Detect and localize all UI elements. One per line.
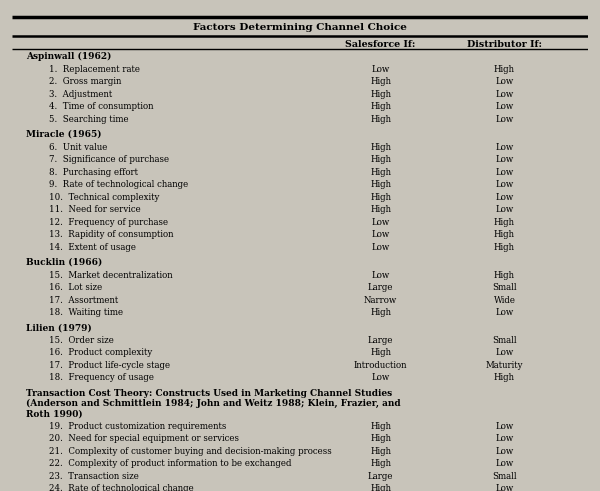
Text: 4.  Time of consumption: 4. Time of consumption bbox=[49, 102, 154, 111]
Text: Low: Low bbox=[496, 142, 514, 152]
Text: Miracle (1965): Miracle (1965) bbox=[26, 130, 102, 139]
Text: (Anderson and Schmittlein 1984; John and Weitz 1988; Klein, Frazier, and: (Anderson and Schmittlein 1984; John and… bbox=[26, 399, 401, 408]
Text: Low: Low bbox=[496, 180, 514, 189]
Text: Factors Determining Channel Choice: Factors Determining Channel Choice bbox=[193, 23, 407, 32]
Text: Low: Low bbox=[496, 155, 514, 164]
Text: 11.  Need for service: 11. Need for service bbox=[49, 205, 141, 214]
Text: Narrow: Narrow bbox=[364, 296, 397, 304]
Text: High: High bbox=[370, 459, 391, 468]
Text: Bucklin (1966): Bucklin (1966) bbox=[26, 258, 103, 267]
Text: 13.  Rapidity of consumption: 13. Rapidity of consumption bbox=[49, 230, 174, 239]
Text: Low: Low bbox=[496, 447, 514, 456]
Text: High: High bbox=[370, 89, 391, 99]
Text: Wide: Wide bbox=[493, 296, 515, 304]
Text: Large: Large bbox=[368, 283, 394, 292]
Text: 18.  Frequency of usage: 18. Frequency of usage bbox=[49, 374, 154, 382]
Text: 14.  Extent of usage: 14. Extent of usage bbox=[49, 243, 136, 251]
Text: High: High bbox=[370, 180, 391, 189]
Text: High: High bbox=[494, 374, 515, 382]
Text: 2.  Gross margin: 2. Gross margin bbox=[49, 77, 122, 86]
Text: 1.  Replacement rate: 1. Replacement rate bbox=[49, 65, 140, 74]
Text: Low: Low bbox=[496, 77, 514, 86]
Text: High: High bbox=[370, 192, 391, 202]
Text: 19.  Product customization requirements: 19. Product customization requirements bbox=[49, 422, 227, 431]
Text: High: High bbox=[494, 65, 515, 74]
Text: 17.  Assortment: 17. Assortment bbox=[49, 296, 119, 304]
Text: Low: Low bbox=[371, 271, 390, 279]
Text: Transaction Cost Theory: Constructs Used in Marketing Channel Studies: Transaction Cost Theory: Constructs Used… bbox=[26, 389, 392, 398]
Text: Low: Low bbox=[496, 114, 514, 124]
Text: 15.  Order size: 15. Order size bbox=[49, 336, 115, 345]
Text: Low: Low bbox=[496, 349, 514, 357]
Text: High: High bbox=[370, 77, 391, 86]
Text: Aspinwall (1962): Aspinwall (1962) bbox=[26, 52, 112, 61]
Text: Low: Low bbox=[496, 434, 514, 443]
Text: Introduction: Introduction bbox=[354, 361, 407, 370]
Text: Low: Low bbox=[496, 422, 514, 431]
Text: High: High bbox=[370, 308, 391, 317]
Text: Low: Low bbox=[371, 374, 390, 382]
Text: High: High bbox=[370, 102, 391, 111]
Text: 6.  Unit value: 6. Unit value bbox=[49, 142, 108, 152]
Text: 16.  Lot size: 16. Lot size bbox=[49, 283, 103, 292]
Text: 23.  Transaction size: 23. Transaction size bbox=[49, 472, 139, 481]
Text: High: High bbox=[370, 447, 391, 456]
Text: 22.  Complexity of product information to be exchanged: 22. Complexity of product information to… bbox=[49, 459, 292, 468]
Text: Low: Low bbox=[496, 167, 514, 177]
Text: Low: Low bbox=[371, 218, 390, 226]
Text: High: High bbox=[494, 218, 515, 226]
Text: High: High bbox=[370, 155, 391, 164]
Text: High: High bbox=[494, 243, 515, 251]
Text: Lilien (1979): Lilien (1979) bbox=[26, 324, 92, 332]
Text: High: High bbox=[494, 230, 515, 239]
Text: 5.  Searching time: 5. Searching time bbox=[49, 114, 129, 124]
Text: 12.  Frequency of purchase: 12. Frequency of purchase bbox=[49, 218, 169, 226]
Text: High: High bbox=[370, 484, 391, 491]
Text: Small: Small bbox=[492, 472, 517, 481]
Text: Low: Low bbox=[371, 230, 390, 239]
Text: Low: Low bbox=[496, 484, 514, 491]
Text: 17.  Product life-cycle stage: 17. Product life-cycle stage bbox=[49, 361, 170, 370]
Text: Maturity: Maturity bbox=[486, 361, 523, 370]
Text: Low: Low bbox=[496, 308, 514, 317]
Text: Large: Large bbox=[368, 472, 394, 481]
Text: Large: Large bbox=[368, 336, 394, 345]
Text: 10.  Technical complexity: 10. Technical complexity bbox=[49, 192, 160, 202]
Text: High: High bbox=[370, 114, 391, 124]
Text: Low: Low bbox=[496, 192, 514, 202]
Text: 7.  Significance of purchase: 7. Significance of purchase bbox=[49, 155, 170, 164]
Text: High: High bbox=[370, 167, 391, 177]
Text: High: High bbox=[370, 349, 391, 357]
Text: 21.  Complexity of customer buying and decision-making process: 21. Complexity of customer buying and de… bbox=[49, 447, 332, 456]
Text: 18.  Waiting time: 18. Waiting time bbox=[49, 308, 124, 317]
Text: 16.  Product complexity: 16. Product complexity bbox=[49, 349, 152, 357]
Text: Low: Low bbox=[496, 102, 514, 111]
Text: Small: Small bbox=[492, 336, 517, 345]
Text: High: High bbox=[370, 205, 391, 214]
Text: High: High bbox=[494, 271, 515, 279]
Text: 15.  Market decentralization: 15. Market decentralization bbox=[49, 271, 173, 279]
Text: High: High bbox=[370, 142, 391, 152]
Text: Low: Low bbox=[496, 205, 514, 214]
Text: Low: Low bbox=[496, 89, 514, 99]
Text: Distributor If:: Distributor If: bbox=[467, 40, 542, 49]
Text: Low: Low bbox=[371, 65, 390, 74]
Text: Salesforce If:: Salesforce If: bbox=[346, 40, 416, 49]
Text: Small: Small bbox=[492, 283, 517, 292]
Text: Low: Low bbox=[496, 459, 514, 468]
Text: 9.  Rate of technological change: 9. Rate of technological change bbox=[49, 180, 188, 189]
Text: Roth 1990): Roth 1990) bbox=[26, 409, 83, 418]
Text: 24.  Rate of technological change: 24. Rate of technological change bbox=[49, 484, 194, 491]
Text: High: High bbox=[370, 422, 391, 431]
Text: 20.  Need for special equipment or services: 20. Need for special equipment or servic… bbox=[49, 434, 239, 443]
Text: 3.  Adjustment: 3. Adjustment bbox=[49, 89, 113, 99]
Text: High: High bbox=[370, 434, 391, 443]
Text: Low: Low bbox=[371, 243, 390, 251]
Text: 8.  Purchasing effort: 8. Purchasing effort bbox=[49, 167, 139, 177]
